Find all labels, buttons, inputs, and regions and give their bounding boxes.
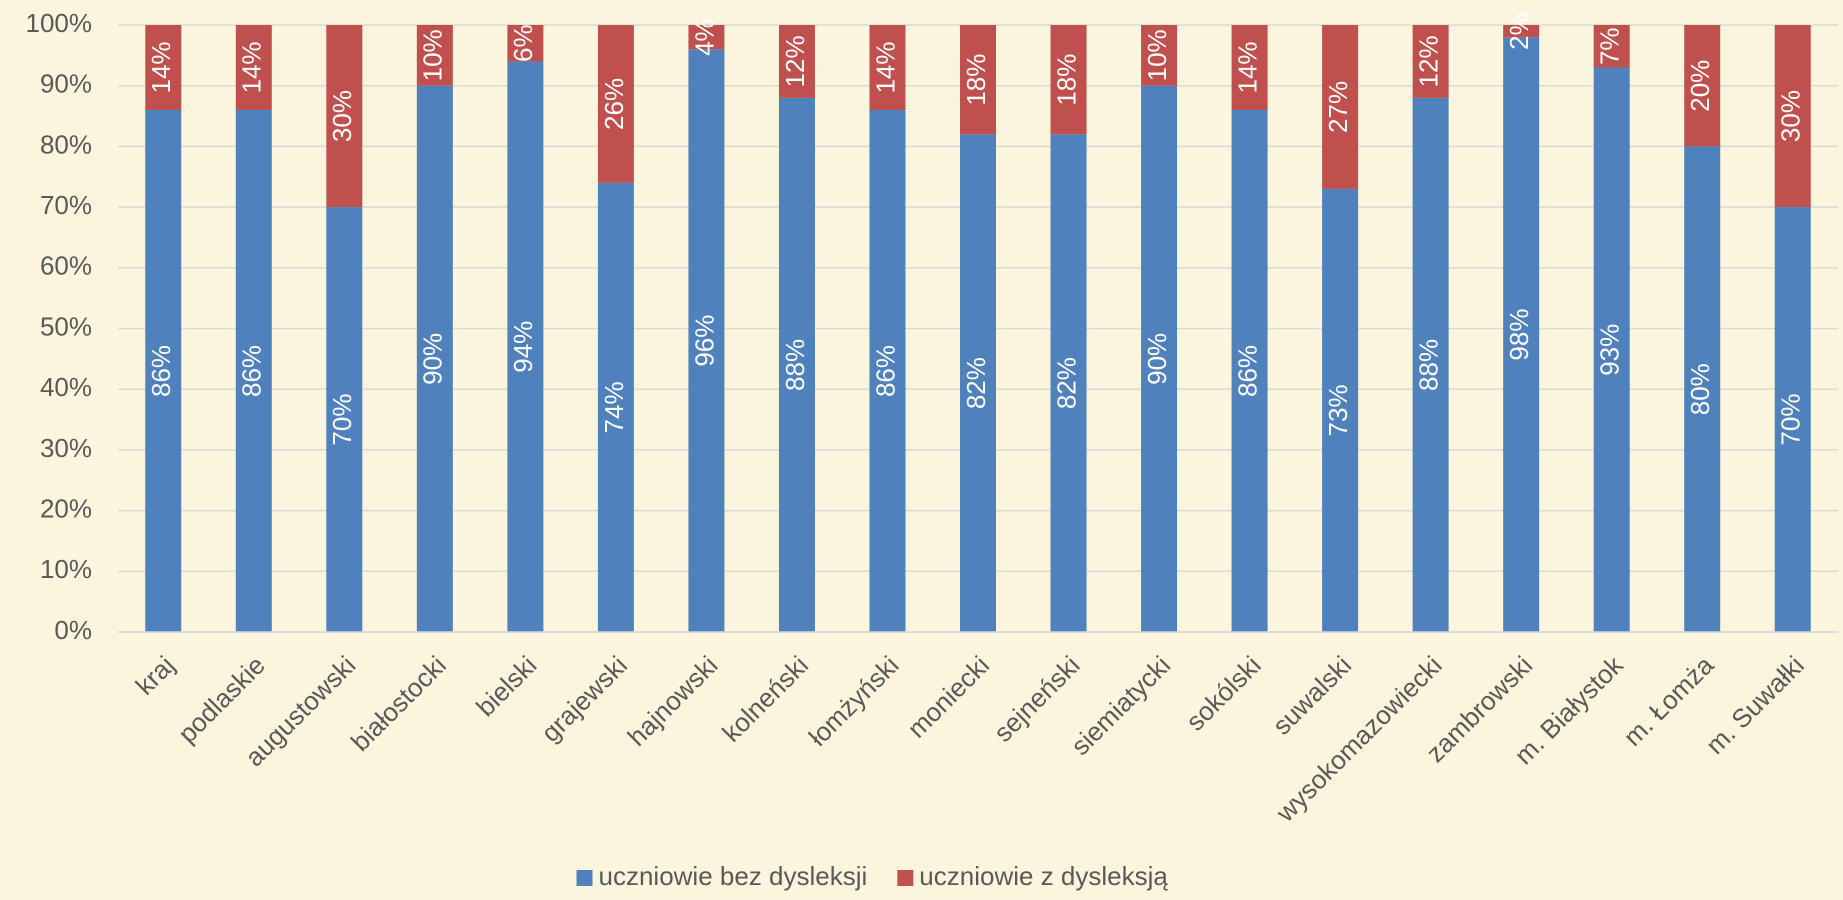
y-tick-label: 90%: [40, 69, 92, 99]
data-label: 18%: [1051, 54, 1081, 106]
bar-segment: [1231, 25, 1268, 110]
data-label: 98%: [1504, 309, 1534, 361]
bar-segment: [507, 25, 544, 62]
y-tick-label: 30%: [40, 433, 92, 463]
data-label: 14%: [146, 41, 176, 93]
bar-segment: [235, 25, 272, 110]
legend-label: uczniowie bez dysleksji: [599, 861, 868, 891]
bar-segment: [235, 109, 272, 633]
data-label: 93%: [1595, 324, 1625, 376]
data-label: 88%: [780, 339, 810, 391]
bar-segment: [1050, 134, 1087, 632]
y-tick-label: 100%: [26, 8, 93, 38]
bar-segment: [1503, 37, 1540, 632]
data-label: 10%: [1142, 29, 1172, 81]
y-tick-label: 60%: [40, 251, 92, 281]
data-label: 73%: [1323, 384, 1353, 436]
data-label: 70%: [327, 394, 357, 446]
data-label: 20%: [1685, 60, 1715, 112]
legend-label: uczniowie z dysleksją: [919, 861, 1168, 891]
data-label: 96%: [689, 315, 719, 367]
bar-segment: [1684, 146, 1721, 632]
bar-segment: [416, 25, 453, 86]
data-label: 27%: [1323, 81, 1353, 133]
bar-segment: [1503, 25, 1540, 38]
bar-segment: [1774, 207, 1811, 632]
data-label: 70%: [1776, 394, 1806, 446]
data-label: 26%: [599, 78, 629, 130]
bar-segment: [1593, 67, 1630, 633]
bar-segment: [1141, 25, 1178, 86]
data-label: 7%: [1595, 27, 1625, 65]
bar-segment: [1050, 25, 1087, 135]
legend-swatch: [576, 870, 593, 886]
data-label: 2%: [1504, 12, 1534, 50]
data-label: 82%: [961, 357, 991, 409]
bar-segment: [507, 61, 544, 633]
bar-segment: [1141, 85, 1178, 632]
bar-segment: [326, 25, 363, 208]
data-label: 80%: [1685, 363, 1715, 415]
bar-segment: [597, 182, 634, 632]
data-label: 86%: [146, 345, 176, 397]
y-tick-label: 20%: [40, 493, 92, 523]
data-label: 10%: [418, 29, 448, 81]
bar-segment: [1322, 25, 1359, 189]
data-label: 30%: [327, 90, 357, 142]
y-tick-label: 70%: [40, 190, 92, 220]
data-label: 90%: [1142, 333, 1172, 385]
data-label: 18%: [961, 54, 991, 106]
bar-segment: [416, 85, 453, 632]
data-label: 82%: [1051, 357, 1081, 409]
bar-segment: [1684, 25, 1721, 147]
data-label: 12%: [780, 35, 810, 87]
data-label: 94%: [508, 321, 538, 373]
bar-segment: [1593, 25, 1630, 68]
y-tick-label: 40%: [40, 372, 92, 402]
data-label: 14%: [1232, 41, 1262, 93]
bar-segment: [145, 109, 182, 633]
bar-segment: [1774, 25, 1811, 208]
bar-segment: [597, 25, 634, 183]
y-tick-label: 10%: [40, 554, 92, 584]
bar-segment: [960, 25, 996, 135]
data-label: 30%: [1776, 90, 1806, 142]
bar-segment: [1412, 97, 1449, 633]
y-tick-label: 80%: [40, 129, 92, 159]
bar-segment: [688, 49, 725, 632]
data-label: 74%: [599, 381, 629, 433]
y-tick-label: 50%: [40, 311, 92, 341]
data-label: 14%: [870, 41, 900, 93]
data-label: 14%: [237, 41, 267, 93]
data-label: 6%: [508, 24, 538, 62]
data-label: 88%: [1414, 339, 1444, 391]
data-label: 90%: [418, 333, 448, 385]
bar-segment: [869, 109, 906, 633]
bar-segment: [778, 25, 815, 98]
data-label: 86%: [870, 345, 900, 397]
data-label: 4%: [689, 18, 719, 56]
bar-segment: [778, 97, 815, 633]
data-label: 86%: [237, 345, 267, 397]
data-label: 86%: [1232, 345, 1262, 397]
bar-segment: [960, 134, 996, 632]
data-label: 12%: [1414, 35, 1444, 87]
bar-segment: [688, 25, 725, 50]
bar-segment: [145, 25, 182, 110]
bar-segment: [1231, 109, 1268, 633]
y-tick-label: 0%: [54, 615, 92, 645]
bar-segment: [326, 207, 363, 632]
bar-segment: [1322, 188, 1359, 632]
bar-segment: [869, 25, 906, 110]
bar-segment: [1412, 25, 1449, 98]
legend-swatch: [897, 870, 914, 886]
